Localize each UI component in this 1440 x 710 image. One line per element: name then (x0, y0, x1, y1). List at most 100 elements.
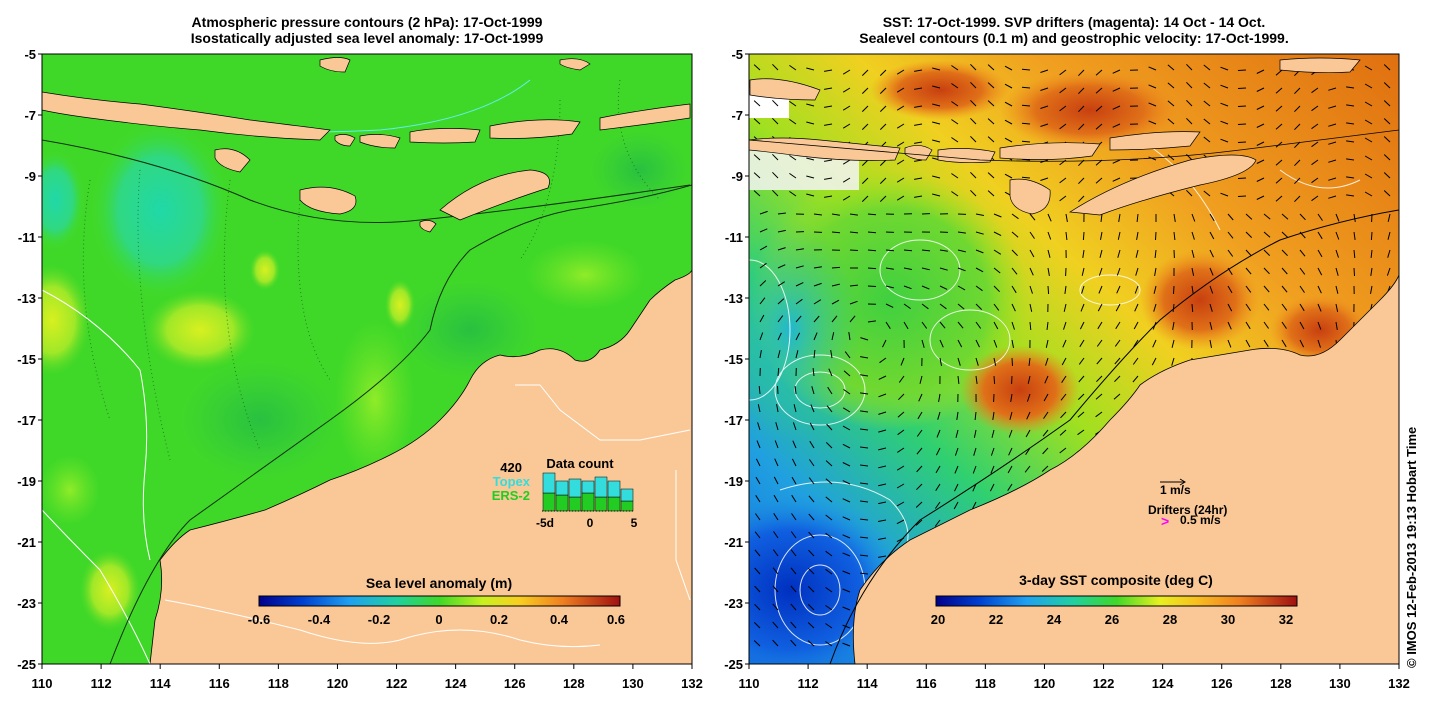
velocity-vector (921, 249, 931, 252)
velocity-vector (1186, 117, 1193, 125)
velocity-vector (813, 213, 822, 216)
velocity-vector (1256, 123, 1265, 128)
left-title-line-2: Isostatically adjusted sea level anomaly… (190, 30, 544, 46)
ers2-count-bar (581, 492, 595, 512)
velocity-vector (914, 141, 923, 144)
velocity-vector (807, 586, 815, 593)
velocity-vector (1311, 123, 1319, 130)
velocity-vector (1029, 303, 1033, 312)
velocity-vector (831, 332, 835, 341)
velocity-vector (1328, 177, 1337, 181)
velocity-vector (973, 429, 977, 438)
velocity-vector (810, 404, 815, 413)
velocity-vector (975, 357, 979, 366)
velocity-vector (1095, 87, 1103, 94)
velocity-vector (1171, 357, 1175, 366)
velocity-vector (898, 393, 905, 401)
velocity-vector (1133, 321, 1139, 330)
velocity-vector (772, 567, 779, 575)
velocity-vector (789, 100, 797, 107)
velocity-vector (842, 87, 851, 93)
velocity-vector (896, 465, 905, 471)
sst-cyan-west (749, 220, 860, 440)
velocity-vector (993, 357, 997, 366)
velocity-vector (897, 429, 905, 436)
velocity-vector (1117, 249, 1121, 258)
velocity-vector (1227, 303, 1233, 312)
velocity-vector (1078, 123, 1085, 131)
velocity-vector (1059, 429, 1067, 436)
velocity-vector (1245, 213, 1253, 220)
velocity-vector (825, 514, 833, 521)
velocity-vector (1299, 213, 1306, 221)
velocity-vector (1294, 87, 1301, 95)
velocity-vector (792, 422, 797, 431)
velocity-vector (1209, 339, 1212, 348)
velocity-vector (1294, 177, 1301, 185)
velocity-vector (790, 531, 797, 539)
velocity-vector (1043, 393, 1049, 402)
ers2-count-bar (568, 496, 582, 512)
right-map-title: SST: 17-Oct-1999. SVP drifters (magenta)… (749, 14, 1399, 46)
velocity-vector (951, 173, 959, 179)
velocity-vector (1275, 195, 1283, 202)
velocity-vector (1112, 87, 1121, 92)
velocity-vector (773, 531, 779, 539)
velocity-vector (774, 440, 779, 449)
velocity-vector (1029, 285, 1033, 294)
velocity-vector (914, 195, 923, 198)
velocity-vector (1063, 321, 1067, 330)
velocity-vector (759, 297, 766, 305)
velocity-vector (775, 422, 779, 431)
velocity-vector (795, 332, 801, 341)
velocity-vector (921, 321, 928, 329)
velocity-vector (878, 393, 887, 398)
velocity-vector (1025, 429, 1031, 438)
velocity-vector (1021, 176, 1031, 179)
velocity-vector (772, 549, 779, 557)
velocity-vector (1027, 375, 1031, 384)
drifters-scale-label: 0.5 m/s (1180, 513, 1221, 527)
velocity-vector (878, 501, 887, 505)
velocity-vector (1096, 357, 1103, 365)
velocity-vector (939, 339, 944, 348)
anomaly-blob-cyan (90, 120, 230, 300)
velocity-vector (1047, 231, 1052, 240)
velocity-vector (1335, 303, 1339, 312)
velocity-vector (825, 568, 833, 575)
velocity-vector (1099, 249, 1103, 258)
velocity-vector (807, 622, 815, 629)
velocity-vector (1065, 213, 1068, 222)
velocity-vector (867, 285, 877, 287)
velocity-vector (1155, 231, 1157, 241)
velocity-vector (1383, 100, 1391, 107)
velocity-vector (842, 425, 851, 431)
velocity-vector (903, 285, 912, 290)
velocity-vector (1112, 105, 1121, 110)
velocity-vector (939, 249, 948, 252)
velocity-vector (937, 411, 941, 420)
velocity-vector (934, 519, 941, 527)
velocity-vector (1364, 191, 1373, 197)
velocity-vector (824, 123, 833, 126)
velocity-vector (1011, 339, 1014, 348)
velocity-vector (885, 285, 894, 289)
velocity-vector (831, 213, 840, 216)
velocity-vector (808, 459, 815, 467)
velocity-vector (1294, 105, 1301, 113)
velocity-vector (1148, 102, 1157, 107)
velocity-vector (915, 519, 923, 526)
velocity-vector (1061, 357, 1067, 366)
velocity-vector (860, 536, 869, 539)
velocity-vector (932, 175, 941, 179)
velocity-vector (772, 189, 779, 197)
sst-colorbar (935, 595, 1298, 607)
velocity-vector (861, 195, 869, 202)
velocity-vector (842, 480, 851, 485)
velocity-vector (809, 422, 815, 431)
velocity-vector (1245, 231, 1253, 238)
velocity-vector (842, 159, 851, 165)
velocity-vector (1245, 303, 1251, 311)
velocity-vector (1080, 303, 1085, 312)
velocity-vector (896, 159, 905, 165)
